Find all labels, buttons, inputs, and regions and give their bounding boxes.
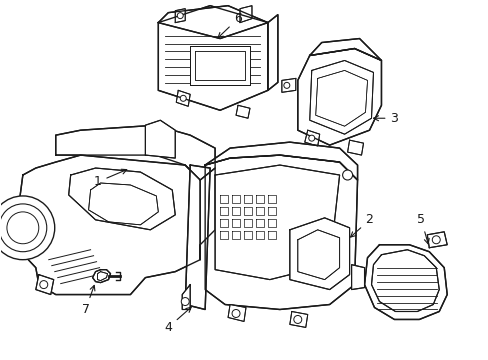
Polygon shape xyxy=(205,142,357,180)
Polygon shape xyxy=(200,168,215,260)
Polygon shape xyxy=(56,125,215,180)
Polygon shape xyxy=(240,6,251,23)
Polygon shape xyxy=(304,130,319,146)
Circle shape xyxy=(40,280,48,289)
Polygon shape xyxy=(185,165,210,310)
Polygon shape xyxy=(36,275,54,294)
Polygon shape xyxy=(289,218,349,289)
Polygon shape xyxy=(289,311,307,328)
Polygon shape xyxy=(309,60,373,134)
Text: 6: 6 xyxy=(218,12,242,38)
Polygon shape xyxy=(176,90,190,106)
Text: 1: 1 xyxy=(93,169,126,189)
Polygon shape xyxy=(182,285,190,310)
Polygon shape xyxy=(281,78,295,92)
Polygon shape xyxy=(190,45,249,85)
Polygon shape xyxy=(19,155,200,294)
Polygon shape xyxy=(88,183,158,225)
Polygon shape xyxy=(267,15,277,90)
Polygon shape xyxy=(227,305,245,321)
Circle shape xyxy=(181,298,189,306)
Polygon shape xyxy=(364,245,447,319)
Polygon shape xyxy=(347,140,363,155)
Polygon shape xyxy=(297,49,381,145)
Polygon shape xyxy=(427,232,447,248)
Polygon shape xyxy=(297,230,339,280)
Polygon shape xyxy=(205,155,357,310)
Circle shape xyxy=(342,170,352,180)
Circle shape xyxy=(0,196,55,260)
Circle shape xyxy=(293,315,301,323)
Polygon shape xyxy=(158,6,267,110)
Polygon shape xyxy=(309,39,381,60)
Polygon shape xyxy=(371,250,438,311)
Polygon shape xyxy=(158,6,267,39)
Polygon shape xyxy=(98,272,107,280)
Polygon shape xyxy=(215,165,339,280)
Circle shape xyxy=(0,204,47,252)
Polygon shape xyxy=(145,120,175,158)
Circle shape xyxy=(7,212,39,244)
Text: 3: 3 xyxy=(373,112,398,125)
Polygon shape xyxy=(92,270,110,283)
Circle shape xyxy=(283,82,289,88)
Polygon shape xyxy=(68,168,175,230)
Circle shape xyxy=(180,95,186,101)
Text: 4: 4 xyxy=(164,307,191,334)
Circle shape xyxy=(232,310,240,318)
Polygon shape xyxy=(236,105,249,118)
Polygon shape xyxy=(175,9,185,23)
Circle shape xyxy=(177,13,183,19)
Text: 2: 2 xyxy=(350,213,373,237)
Text: 7: 7 xyxy=(81,285,95,316)
Circle shape xyxy=(308,135,314,141)
Text: 5: 5 xyxy=(416,213,428,244)
Polygon shape xyxy=(195,50,244,80)
Polygon shape xyxy=(351,265,364,289)
Polygon shape xyxy=(315,71,367,126)
Circle shape xyxy=(431,236,439,244)
